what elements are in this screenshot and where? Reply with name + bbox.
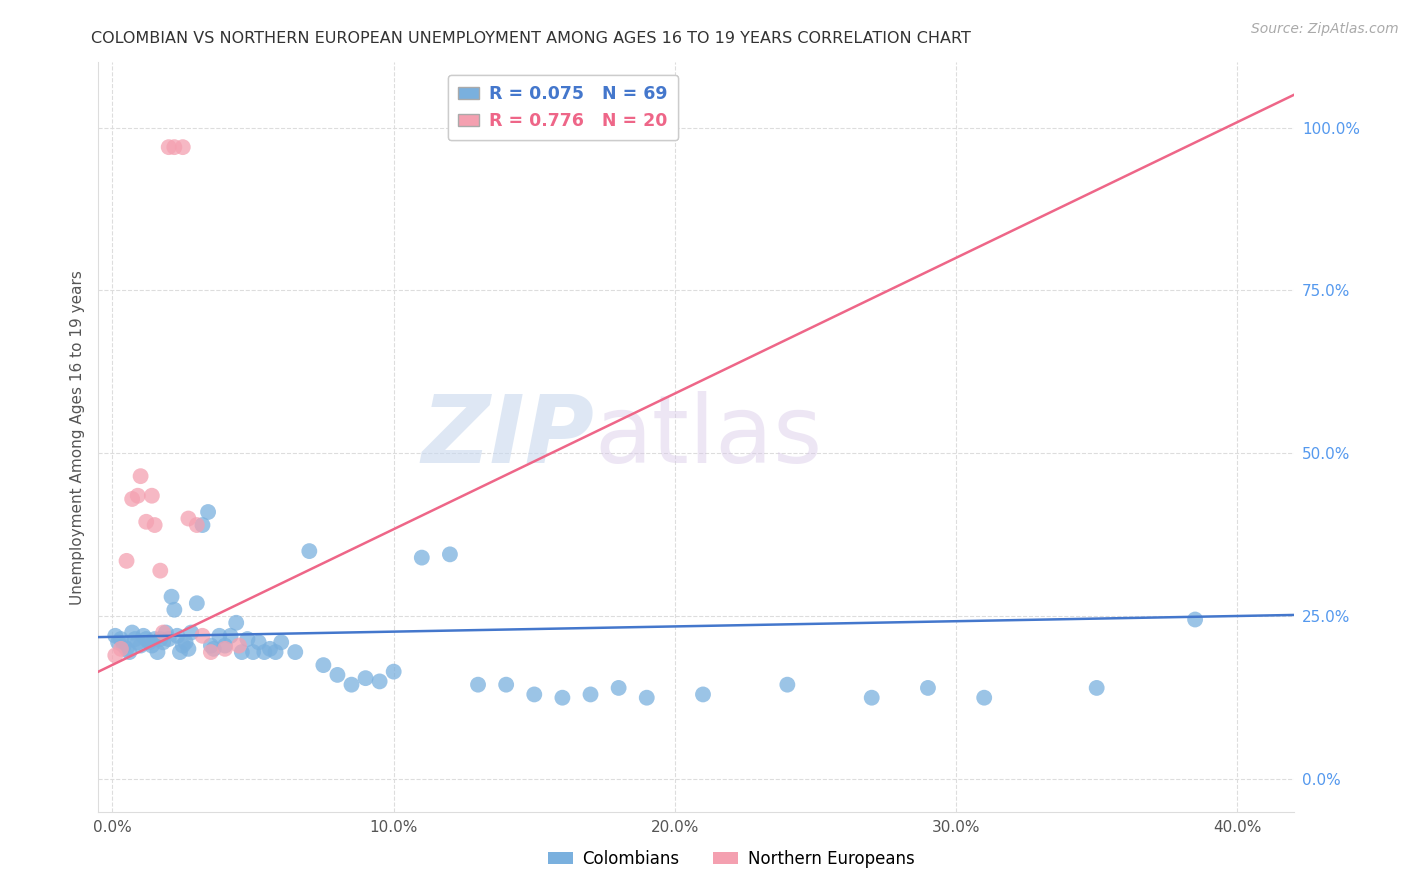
Point: [152, 635, 174, 649]
Point: [692, 688, 714, 702]
Point: [551, 690, 574, 705]
Point: [219, 629, 242, 643]
Point: [776, 678, 799, 692]
Legend: R = 0.075   N = 69, R = 0.776   N = 20: R = 0.075 N = 69, R = 0.776 N = 20: [447, 75, 678, 140]
Point: [169, 645, 191, 659]
Point: [202, 641, 225, 656]
Legend: Colombians, Northern Europeans: Colombians, Northern Europeans: [541, 844, 921, 875]
Point: [197, 505, 219, 519]
Point: [157, 632, 180, 646]
Point: [163, 603, 186, 617]
Point: [127, 635, 149, 649]
Point: [191, 629, 214, 643]
Point: [200, 645, 222, 659]
Point: [172, 639, 194, 653]
Point: [160, 590, 183, 604]
Point: [264, 645, 287, 659]
Point: [141, 639, 163, 653]
Text: COLOMBIAN VS NORTHERN EUROPEAN UNEMPLOYMENT AMONG AGES 16 TO 19 YEARS CORRELATIO: COLOMBIAN VS NORTHERN EUROPEAN UNEMPLOYM…: [91, 31, 972, 46]
Point: [200, 639, 222, 653]
Point: [104, 629, 127, 643]
Point: [132, 629, 155, 643]
Point: [157, 140, 180, 154]
Point: [860, 690, 883, 705]
Point: [135, 515, 157, 529]
Point: [495, 678, 517, 692]
Point: [115, 554, 138, 568]
Text: ZIP: ZIP: [422, 391, 595, 483]
Point: [236, 632, 259, 646]
Point: [247, 635, 270, 649]
Point: [214, 641, 236, 656]
Point: [149, 564, 172, 578]
Point: [118, 645, 141, 659]
Point: [1184, 613, 1206, 627]
Point: [523, 688, 546, 702]
Point: [917, 681, 939, 695]
Point: [143, 632, 166, 646]
Point: [177, 641, 200, 656]
Point: [1085, 681, 1108, 695]
Text: Source: ZipAtlas.com: Source: ZipAtlas.com: [1251, 22, 1399, 37]
Point: [138, 635, 160, 649]
Point: [636, 690, 658, 705]
Point: [129, 639, 152, 653]
Point: [141, 489, 163, 503]
Point: [110, 632, 132, 646]
Point: [208, 629, 231, 643]
Point: [284, 645, 307, 659]
Point: [253, 645, 276, 659]
Point: [368, 674, 391, 689]
Point: [270, 635, 292, 649]
Point: [467, 678, 489, 692]
Point: [186, 518, 208, 533]
Point: [186, 596, 208, 610]
Point: [312, 658, 335, 673]
Point: [191, 518, 214, 533]
Point: [166, 629, 188, 643]
Point: [121, 491, 143, 506]
Point: [172, 140, 194, 154]
Point: [354, 671, 377, 685]
Point: [326, 668, 349, 682]
Point: [579, 688, 602, 702]
Point: [340, 678, 363, 692]
Point: [143, 518, 166, 533]
Point: [607, 681, 630, 695]
Text: atlas: atlas: [595, 391, 823, 483]
Point: [107, 635, 129, 649]
Point: [439, 547, 461, 561]
Y-axis label: Unemployment Among Ages 16 to 19 years: Unemployment Among Ages 16 to 19 years: [69, 269, 84, 605]
Point: [174, 635, 197, 649]
Point: [228, 639, 250, 653]
Point: [149, 632, 172, 646]
Point: [152, 625, 174, 640]
Point: [121, 625, 143, 640]
Point: [146, 645, 169, 659]
Point: [382, 665, 405, 679]
Point: [129, 469, 152, 483]
Point: [104, 648, 127, 663]
Point: [135, 632, 157, 646]
Point: [231, 645, 253, 659]
Point: [127, 489, 149, 503]
Point: [163, 140, 186, 154]
Point: [155, 625, 177, 640]
Point: [110, 641, 132, 656]
Point: [115, 641, 138, 656]
Point: [973, 690, 995, 705]
Point: [298, 544, 321, 558]
Point: [225, 615, 247, 630]
Point: [242, 645, 264, 659]
Point: [411, 550, 433, 565]
Point: [177, 511, 200, 525]
Point: [214, 639, 236, 653]
Point: [259, 641, 281, 656]
Point: [124, 632, 146, 646]
Point: [180, 625, 202, 640]
Point: [112, 639, 135, 653]
